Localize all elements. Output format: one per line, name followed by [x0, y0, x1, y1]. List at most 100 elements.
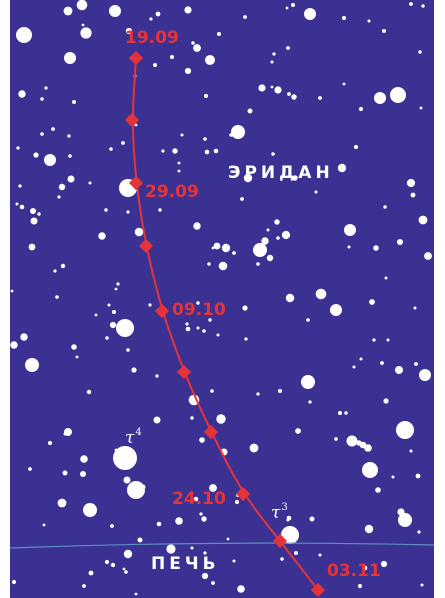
- star: [88, 181, 92, 185]
- star: [203, 137, 207, 141]
- star: [134, 227, 144, 237]
- star: [190, 546, 194, 550]
- star: [184, 67, 192, 75]
- star: [226, 537, 230, 541]
- star: [276, 236, 280, 240]
- star: [291, 94, 297, 100]
- star: [55, 295, 59, 299]
- star: [375, 487, 381, 493]
- star: [234, 499, 240, 505]
- star: [110, 562, 116, 568]
- star: [205, 55, 215, 65]
- star: [122, 567, 126, 571]
- star: [314, 190, 318, 194]
- constellation-label-eridanus: ЭРИДАН: [228, 163, 334, 183]
- star: [397, 508, 405, 516]
- star: [344, 411, 348, 415]
- star: [202, 329, 206, 333]
- star-field: [10, 0, 432, 596]
- date-label-09-10: 09.10: [172, 300, 226, 320]
- star: [257, 243, 263, 249]
- star: [196, 326, 200, 330]
- star: [193, 44, 201, 52]
- star: [193, 496, 199, 502]
- star: [374, 92, 386, 104]
- star: [37, 212, 41, 216]
- star-label-tau3-letter: τ: [271, 503, 281, 523]
- star: [367, 19, 371, 23]
- star: [196, 301, 200, 305]
- star: [88, 570, 94, 576]
- star: [243, 173, 253, 183]
- star: [216, 333, 220, 337]
- star: [292, 175, 298, 181]
- date-label-29-09: 29.09: [145, 182, 199, 202]
- star: [75, 355, 79, 359]
- star: [415, 473, 421, 479]
- star: [237, 585, 245, 593]
- star: [287, 92, 291, 96]
- star: [30, 217, 38, 225]
- star: [286, 518, 290, 522]
- star: [382, 29, 386, 33]
- star: [218, 261, 228, 271]
- star: [274, 86, 282, 94]
- star: [177, 161, 181, 165]
- star: [285, 293, 295, 303]
- star: [83, 503, 97, 517]
- star: [208, 318, 212, 322]
- star: [243, 15, 247, 19]
- star: [199, 437, 205, 443]
- star: [253, 243, 267, 257]
- star: [10, 289, 14, 293]
- star: [170, 55, 174, 59]
- star: [67, 134, 71, 138]
- star: [330, 304, 342, 316]
- star: [213, 242, 221, 250]
- star: [419, 106, 423, 110]
- star: [417, 530, 421, 534]
- star: [346, 435, 358, 447]
- constellation-label-fornax: ПЕЧЬ: [151, 554, 220, 574]
- star: [134, 592, 138, 596]
- star: [272, 52, 276, 56]
- star: [109, 5, 121, 17]
- star: [261, 237, 269, 245]
- star: [358, 106, 364, 112]
- star: [294, 551, 298, 555]
- star: [161, 149, 165, 153]
- star: [210, 389, 214, 393]
- star: [98, 232, 106, 240]
- star: [256, 392, 260, 396]
- star: [201, 572, 209, 580]
- star: [76, 0, 88, 11]
- star: [295, 428, 301, 434]
- star: [57, 498, 67, 508]
- star: [337, 410, 343, 416]
- track-marker: [203, 424, 219, 440]
- star: [180, 133, 184, 137]
- star: [166, 544, 176, 554]
- star: [229, 133, 233, 137]
- star: [362, 462, 378, 478]
- star: [396, 421, 414, 439]
- star: [25, 358, 39, 372]
- star: [104, 559, 110, 565]
- star: [266, 254, 274, 262]
- star: [126, 348, 130, 352]
- star: [406, 178, 416, 188]
- star: [391, 475, 395, 479]
- star: [217, 32, 221, 36]
- star: [304, 8, 316, 20]
- star: [281, 230, 291, 240]
- star: [395, 366, 403, 374]
- star: [71, 344, 77, 350]
- star: [28, 467, 32, 471]
- star: [421, 4, 425, 8]
- star: [16, 27, 32, 43]
- star: [148, 303, 152, 307]
- star: [352, 365, 356, 369]
- star: [51, 127, 55, 131]
- star: [57, 195, 61, 199]
